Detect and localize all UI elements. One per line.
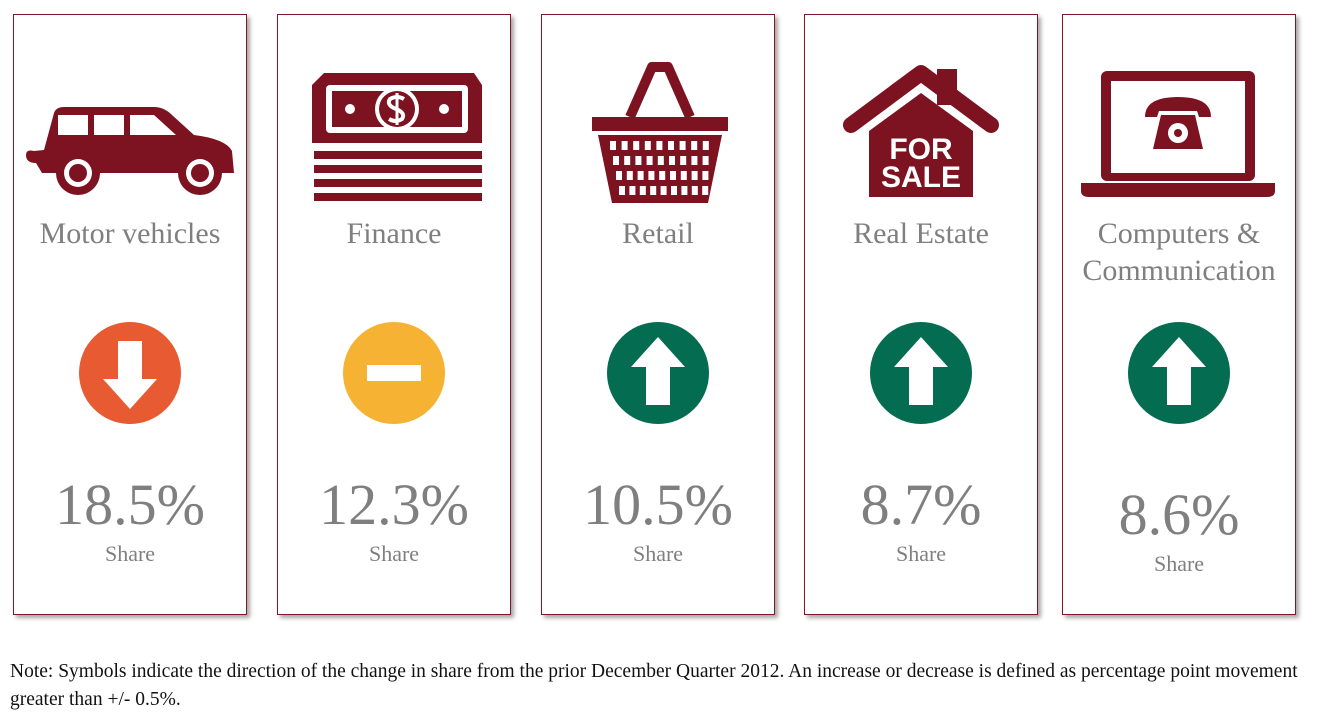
basket-hole: [633, 141, 640, 150]
basket-hole: [610, 141, 616, 150]
card: Computers & Communication 8.6% Share: [1062, 14, 1296, 615]
icon-text: SALE: [881, 161, 961, 194]
basket-hole: [639, 186, 646, 195]
card-label: Real Estate: [853, 217, 989, 250]
basket-hole: [681, 186, 688, 195]
basket-hole: [616, 171, 622, 180]
share-value: 10.5%: [583, 472, 733, 537]
down-arrow: [103, 341, 157, 409]
card: Retail 10.5% Share: [541, 14, 775, 615]
share-value: 8.7%: [860, 472, 982, 537]
card: Finance 12.3% Share: [277, 14, 511, 615]
basket-hole: [669, 156, 675, 165]
up-arrow: [631, 337, 685, 405]
basket-hole: [691, 186, 698, 195]
change-symbol: [870, 322, 972, 424]
basket-hole: [657, 156, 664, 165]
basket-hole: [680, 156, 687, 165]
basket-hole: [702, 186, 709, 195]
basket-icon: [592, 62, 728, 203]
basket-hole: [702, 171, 709, 180]
basket-hole: [680, 171, 687, 180]
up-arrow: [894, 337, 948, 405]
share-value: 8.6%: [1118, 482, 1240, 547]
change-symbol: [79, 322, 181, 424]
share-caption: Share: [368, 541, 420, 566]
basket-hole: [624, 156, 631, 165]
basket-hole: [621, 141, 628, 150]
share-caption: Share: [104, 541, 156, 566]
house-icon: FOR SALE: [843, 65, 999, 197]
money-icon: [312, 73, 482, 201]
card: Motor vehicles 18.5% Share: [13, 14, 247, 615]
share-value: 12.3%: [319, 472, 469, 537]
change-symbol: [607, 322, 709, 424]
basket-hole: [670, 171, 676, 180]
basket-hole: [671, 186, 677, 195]
basket-hole: [644, 141, 651, 150]
share-caption: Share: [1153, 551, 1205, 576]
change-symbol: [343, 322, 445, 424]
basket-hole: [656, 141, 663, 150]
basket-hole: [646, 156, 653, 165]
basket-hole: [613, 156, 619, 165]
basket-hole: [702, 141, 709, 150]
change-symbol: [1128, 322, 1230, 424]
card-label: Retail: [622, 217, 694, 250]
card-label: Computers & Communication: [1082, 217, 1276, 287]
minus-bar: [367, 365, 421, 381]
up-arrow: [1152, 337, 1206, 405]
basket-hole: [691, 141, 698, 150]
basket-hole: [702, 156, 709, 165]
basket-hole: [650, 186, 657, 195]
card: FOR SALE Real Estate 8.7% Share: [804, 14, 1038, 615]
basket-hole: [637, 171, 644, 180]
icon-text: FOR: [889, 133, 953, 166]
basket-hole: [635, 156, 642, 165]
basket-hole: [619, 186, 625, 195]
share-caption: Share: [632, 541, 684, 566]
footnote: Note: Symbols indicate the direction of …: [10, 661, 1298, 710]
card-label: Finance: [346, 217, 442, 250]
share-caption: Share: [895, 541, 947, 566]
basket-hole: [691, 156, 698, 165]
basket-hole: [659, 171, 666, 180]
basket-hole: [691, 171, 698, 180]
basket-hole: [679, 141, 686, 150]
card-label: Motor vehicles: [39, 217, 221, 250]
basket-hole: [629, 186, 636, 195]
basket-hole: [668, 141, 674, 150]
share-value: 18.5%: [55, 472, 205, 537]
basket-hole: [660, 186, 667, 195]
basket-hole: [648, 171, 655, 180]
basket-hole: [626, 171, 633, 180]
laptop-icon: [1081, 71, 1275, 197]
car-icon: [26, 107, 234, 195]
